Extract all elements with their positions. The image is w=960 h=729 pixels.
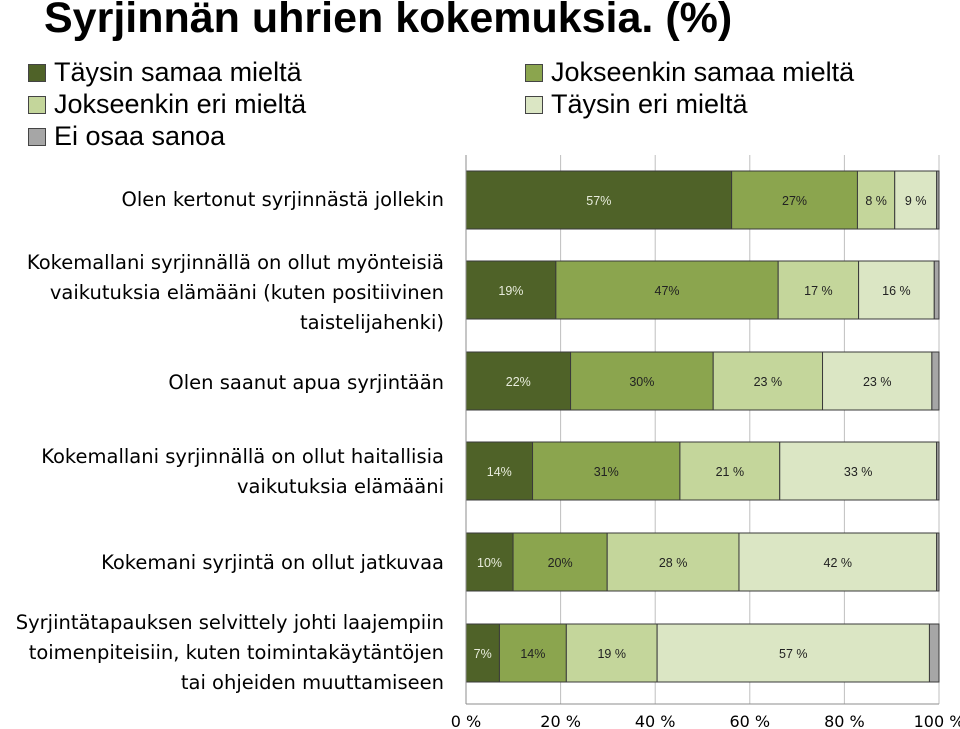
data-label: 30% [629, 375, 654, 389]
bar-segment [465, 260, 557, 320]
data-label: 42 % [824, 556, 853, 570]
category-label-line: Kokemallani syrjinnällä on ollut haitall… [41, 445, 444, 468]
legend-item-taysin-eri: Täysin eri mieltä [525, 89, 748, 120]
legend-label: Täysin samaa mieltä [54, 57, 302, 87]
data-label: 20% [548, 556, 573, 570]
bar-segment [731, 170, 858, 230]
data-label: 23 % [863, 375, 892, 389]
category-label-2: Olen saanut apua syrjintään [0, 368, 444, 398]
bar-segment [465, 170, 733, 230]
bar-segment [779, 441, 938, 501]
bar-segment [565, 623, 658, 683]
bar-segment [712, 351, 824, 411]
legend-label: Ei osaa sanoa [54, 121, 226, 151]
category-label-line: tai ohjeiden muuttamiseen [180, 671, 444, 694]
legend-swatch [28, 63, 46, 82]
x-tick-label: 100 % [914, 712, 960, 729]
bar-segment [894, 170, 938, 230]
data-label: 31% [594, 465, 619, 479]
data-label: 14% [520, 647, 545, 661]
legend-item-taysin-samaa: Täysin samaa mieltä [28, 57, 302, 88]
legend-swatch [28, 95, 46, 114]
data-label: 7% [474, 647, 492, 661]
x-tick-label: 60 % [729, 712, 770, 729]
category-label-line: vaikutuksia elämääni [236, 475, 444, 498]
data-label: 8 % [865, 194, 887, 208]
category-label-1: Kokemallani syrjinnällä on ollut myöntei… [0, 248, 444, 338]
data-label: 21 % [716, 465, 745, 479]
category-label-3: Kokemallani syrjinnällä on ollut haitall… [0, 442, 444, 502]
category-label-line: taistelijahenki) [299, 311, 444, 334]
category-label-line: vaikutuksia elämääni (kuten positiivinen [49, 281, 444, 304]
bar-segment [822, 351, 933, 411]
data-label: 17 % [804, 284, 833, 298]
legend-label: Täysin eri mieltä [551, 89, 748, 119]
data-label: 28 % [659, 556, 688, 570]
category-label-line: Kokemallani syrjinnällä on ollut myöntei… [26, 251, 444, 274]
x-tick-label: 40 % [635, 712, 676, 729]
category-label-line: Kokemani syrjintä on ollut jatkuvaa [101, 551, 444, 574]
data-label: 27% [782, 194, 807, 208]
bar-segment [498, 623, 567, 683]
bar-segment [936, 441, 940, 501]
legend-swatch [525, 63, 543, 82]
x-tick-label: 20 % [540, 712, 581, 729]
legend-item-jokseenkin-samaa: Jokseenkin samaa mieltä [525, 57, 854, 88]
legend-item-jokseenkin-eri: Jokseenkin eri mieltä [28, 89, 306, 120]
bar-segment [606, 532, 740, 592]
bar-segment [465, 532, 514, 592]
bar-segment [555, 260, 779, 320]
bar-segment [738, 532, 938, 592]
bar-segment [936, 170, 940, 230]
category-label-5: Syrjintätapauksen selvittely johti laaje… [0, 608, 444, 698]
data-label: 14% [487, 465, 512, 479]
bar-segment [532, 441, 681, 501]
category-label-0: Olen kertonut syrjinnästä jollekin [0, 185, 445, 215]
data-label: 47% [655, 284, 680, 298]
data-label: 16 % [882, 284, 911, 298]
bar-segment [856, 170, 896, 230]
legend-item-ei-osaa: Ei osaa sanoa [28, 121, 225, 152]
bar-segment [570, 351, 714, 411]
data-label: 22% [506, 375, 531, 389]
data-label: 19% [498, 284, 523, 298]
data-label: 57 % [779, 647, 808, 661]
category-label-4: Kokemani syrjintä on ollut jatkuvaa [0, 548, 444, 578]
bar-segment [679, 441, 781, 501]
bar-segment [858, 260, 935, 320]
bar-segment [933, 260, 940, 320]
bar-segment [936, 532, 940, 592]
legend-swatch [28, 127, 46, 146]
bar-segment [656, 623, 930, 683]
legend-swatch [525, 95, 543, 114]
bar-segment [928, 623, 940, 683]
category-label-line: Olen kertonut syrjinnästä jollekin [121, 188, 445, 211]
category-label-line: toimenpiteisiin, kuten toimintakäytäntöj… [28, 641, 444, 664]
x-tick-label: 0 % [451, 712, 481, 729]
bar-segment [931, 351, 940, 411]
x-tick-label: 80 % [824, 712, 865, 729]
data-label: 23 % [754, 375, 783, 389]
category-label-line: Syrjintätapauksen selvittely johti laaje… [15, 611, 444, 634]
data-label: 33 % [844, 465, 873, 479]
data-label: 57% [586, 194, 611, 208]
legend-label: Jokseenkin eri mieltä [54, 89, 307, 119]
bar-segment [777, 260, 860, 320]
category-label-line: Olen saanut apua syrjintään [168, 371, 444, 394]
data-label: 9 % [905, 194, 927, 208]
bar-segment [465, 351, 572, 411]
data-label: 19 % [597, 647, 626, 661]
bar-segment [512, 532, 608, 592]
legend-label: Jokseenkin samaa mieltä [551, 57, 855, 87]
data-label: 10% [477, 556, 502, 570]
chart-title: Syrjinnän uhrien kokemuksia. (%) [44, 0, 733, 42]
